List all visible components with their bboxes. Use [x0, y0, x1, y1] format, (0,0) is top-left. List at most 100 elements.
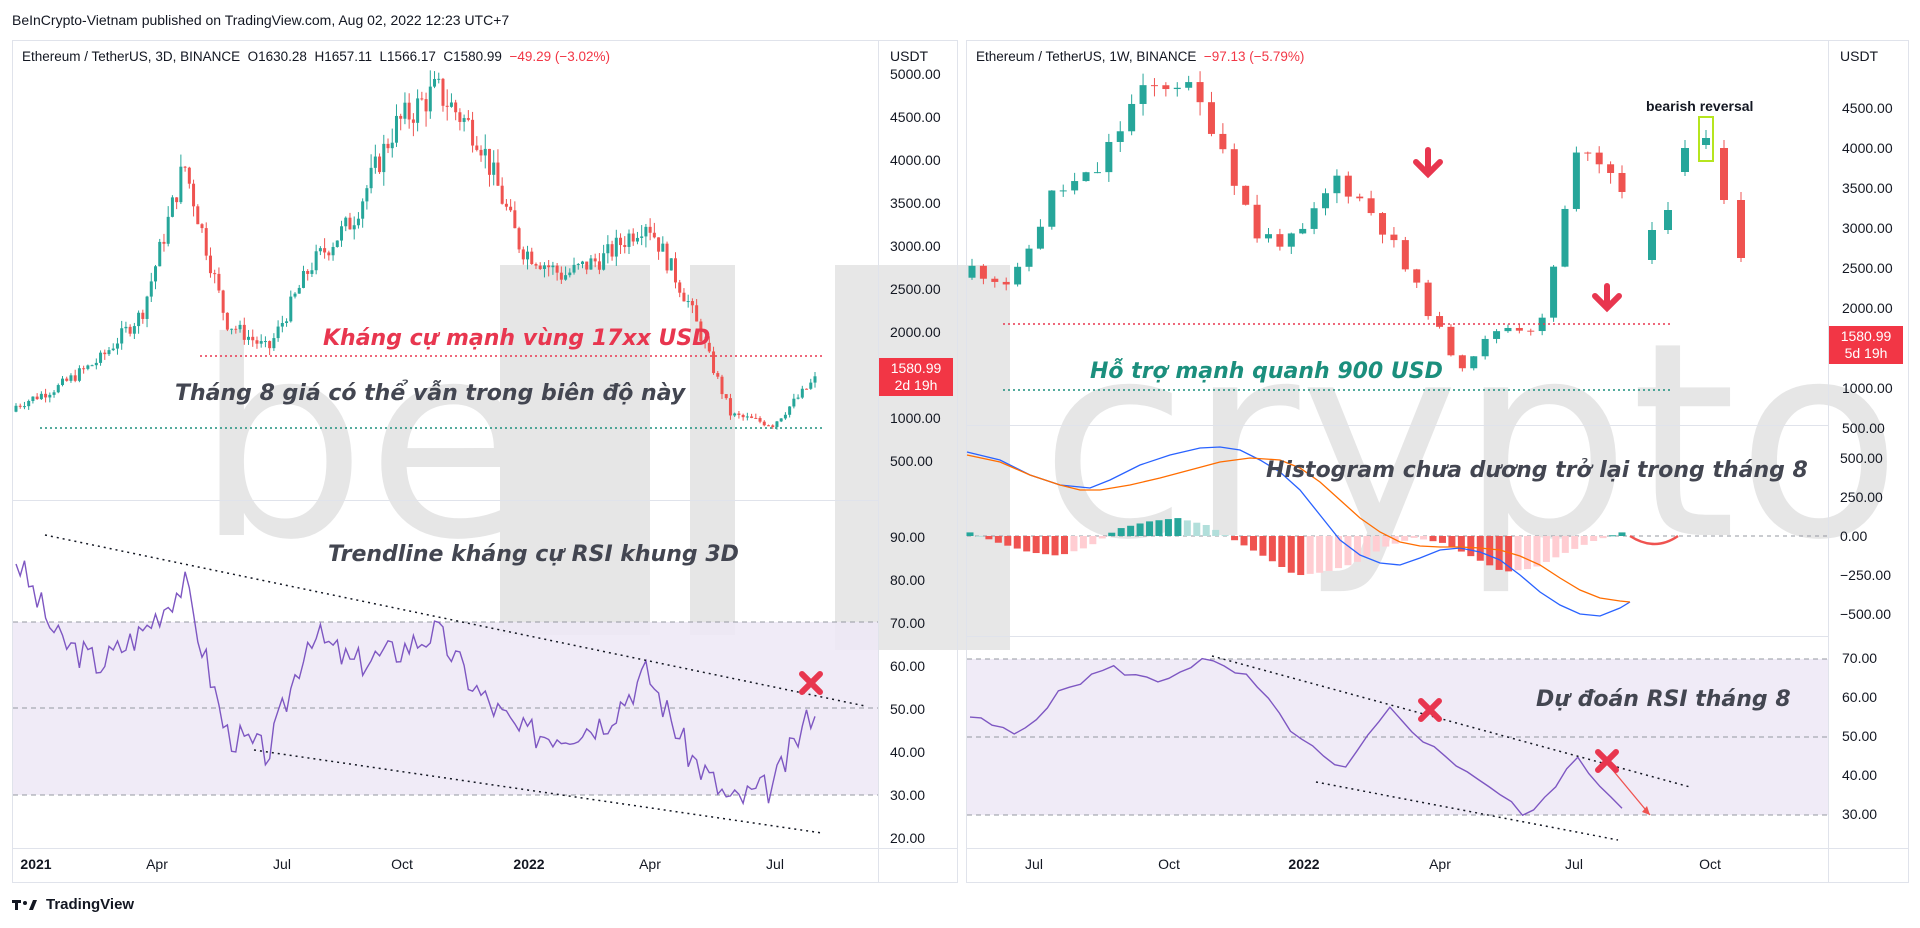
candle-body — [289, 296, 293, 322]
candle-body — [1470, 356, 1478, 369]
histogram-bar — [966, 532, 974, 536]
candle-body — [90, 365, 94, 367]
candle-body — [538, 265, 542, 269]
candle-body — [661, 243, 665, 252]
histogram-bar — [1212, 529, 1220, 536]
candle-body — [968, 265, 976, 278]
candle-body — [82, 368, 86, 370]
candle-body — [585, 261, 589, 270]
candle-body — [145, 296, 149, 319]
right-time-axis: Jul Oct 2022 Apr Jul Oct — [1025, 856, 1721, 872]
left-countdown: 2d 19h — [895, 377, 938, 393]
candle-body — [462, 118, 466, 122]
left-time-tick: 2021 — [20, 856, 51, 872]
left-price-tick: 5000.00 — [890, 66, 941, 82]
left-time-tick: Jul — [766, 856, 784, 872]
candle-body — [340, 226, 344, 241]
macd-histogram — [966, 518, 1626, 576]
histogram-bar — [1306, 536, 1314, 574]
candle-body — [745, 416, 749, 418]
candle-body — [652, 232, 656, 238]
candle-body — [640, 236, 644, 238]
right-countdown: 5d 19h — [1845, 345, 1888, 361]
left-time-tick: 2022 — [513, 856, 544, 872]
right-macd-axis: 500.00 250.00 0.00 −250.00 −500.00 — [1840, 450, 1891, 622]
left-open: 1630.28 — [258, 49, 307, 64]
watermark-block-1 — [500, 265, 650, 635]
support-annotation: Hỗ trợ mạnh quanh 900 USD — [1090, 358, 1443, 384]
histogram-bar — [1457, 536, 1465, 552]
left-price-tick: 4000.00 — [890, 152, 941, 168]
candle-body — [187, 167, 191, 184]
right-currency-label: USDT — [1840, 48, 1879, 64]
histogram-bar — [1618, 532, 1626, 536]
candle-body — [373, 156, 377, 168]
histogram-bar — [1183, 520, 1191, 536]
candle-body — [272, 338, 276, 349]
right-price-tick: 3500.00 — [1842, 180, 1893, 196]
candle-body — [154, 266, 158, 282]
tradingview-logo-icon — [12, 899, 37, 910]
projected-candle-body — [1664, 210, 1672, 230]
candle-body — [428, 86, 432, 112]
right-price-tick: 500.00 — [1842, 420, 1885, 436]
candle-body — [1048, 190, 1056, 227]
candle-body — [690, 301, 694, 306]
candle-body — [1287, 233, 1295, 247]
candle-body — [686, 301, 690, 303]
candle-body — [35, 396, 39, 400]
candle-body — [399, 115, 403, 119]
histogram-bar — [1042, 536, 1050, 555]
candle-body — [813, 376, 817, 383]
candle-body — [411, 119, 415, 123]
candle-body — [225, 312, 229, 330]
candle-body — [741, 414, 745, 418]
histogram-bar — [1070, 536, 1078, 552]
candle-body — [22, 406, 26, 408]
candle-body — [1071, 181, 1079, 191]
candle-body — [394, 115, 398, 143]
candle-body — [369, 167, 373, 189]
candle-body — [669, 258, 673, 271]
candle-body — [1333, 175, 1341, 194]
candle-body — [420, 98, 424, 100]
candle-body — [783, 414, 787, 419]
histogram-bar — [975, 535, 983, 537]
down-arrows — [1413, 147, 1622, 313]
right-time-tick: Apr — [1429, 856, 1451, 872]
candle-body — [610, 244, 614, 257]
right-macd-tick: 0.00 — [1840, 528, 1867, 544]
candle-body — [352, 225, 356, 230]
candle-body — [559, 272, 563, 280]
histogram-bar — [1032, 536, 1040, 554]
candle-body — [94, 362, 98, 366]
candle-body — [513, 210, 517, 229]
candle-body — [724, 394, 728, 399]
rsi-forecast-arrow-head — [1642, 806, 1650, 815]
projected-candle-body — [1720, 148, 1728, 200]
histogram-bar — [1098, 536, 1106, 539]
candle-body — [606, 244, 610, 254]
left-close: 1580.99 — [453, 49, 502, 64]
candle-body — [1584, 152, 1592, 154]
candle-body — [623, 245, 627, 247]
range-annotation: Tháng 8 giá có thể vẫn trong biên độ này — [175, 380, 687, 406]
right-last-price-value: 1580.99 — [1841, 328, 1892, 344]
candle-body — [318, 248, 322, 252]
histogram-bar — [1297, 536, 1305, 576]
candle-body — [568, 272, 572, 276]
candle-body — [1025, 248, 1033, 267]
candle-body — [361, 201, 365, 219]
histogram-bar — [1410, 536, 1418, 538]
candle-body — [1447, 326, 1455, 356]
candle-body — [217, 273, 221, 291]
left-rsi-tick: 80.00 — [890, 572, 925, 588]
candle-body — [648, 226, 652, 233]
candle-body — [390, 142, 394, 149]
left-price-tick: 2500.00 — [890, 281, 941, 297]
candle-body — [445, 105, 449, 107]
histogram-bar — [1571, 536, 1579, 549]
candle-body — [771, 425, 775, 427]
left-price-tick: 1000.00 — [890, 410, 941, 426]
